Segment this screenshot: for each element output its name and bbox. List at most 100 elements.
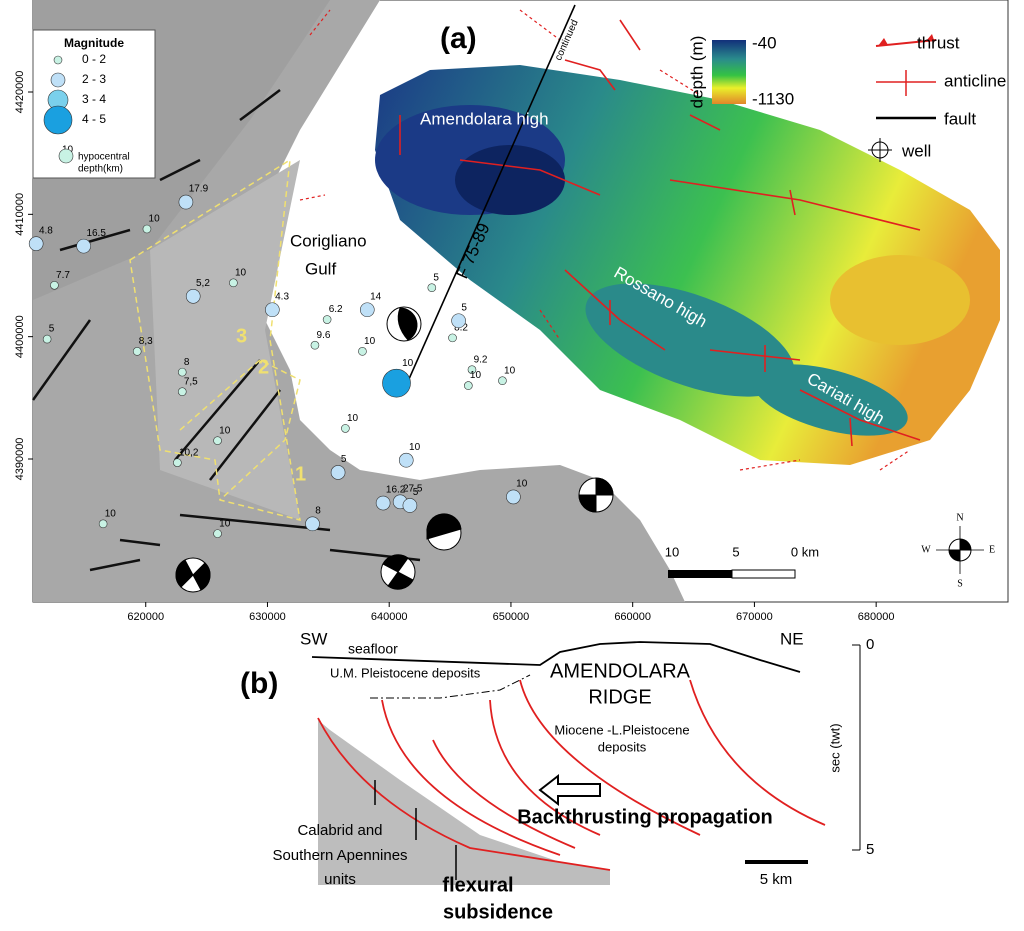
hypocentral-depth: 10 (402, 358, 414, 369)
zones (129, 158, 301, 522)
x-tick-label: 620000 (127, 611, 164, 623)
legend-thrust: thrust (917, 33, 960, 52)
earthquake (142, 224, 152, 234)
y-tick-label: 4400000 (14, 315, 26, 358)
hypocentral-depth: 4.8 (39, 225, 53, 236)
hypocentral-depth: 5 (413, 487, 419, 498)
legend-label: 0 - 2 (82, 52, 106, 66)
time-tick-label: 5 (866, 841, 874, 858)
earthquake (213, 529, 222, 538)
process-label: flexural (442, 874, 513, 896)
scale-label: 5 km (760, 871, 793, 888)
legend-label: 3 - 4 (82, 92, 106, 106)
hypocentral-depth: 10 (149, 214, 161, 225)
basement (318, 720, 610, 885)
legend-anticline: anticline (944, 71, 1006, 90)
legend-fault: fault (944, 109, 976, 128)
earthquake (398, 452, 414, 468)
ridge-label: AMENDOLARA (550, 660, 691, 682)
hypocentral-depth: 17.9 (189, 184, 209, 195)
earthquake (178, 194, 194, 210)
earthquake (498, 376, 507, 385)
scale-label: 10 (665, 544, 679, 559)
earthquake (341, 424, 350, 433)
depth-low (752, 364, 908, 436)
subsidence-arrows (374, 780, 457, 880)
color-bar-label: -40 (752, 33, 777, 52)
unit-label: U.M. Pleistocene deposits (330, 665, 481, 680)
y-tick-label: 4410000 (14, 193, 26, 236)
unit-label: deposits (598, 739, 647, 754)
scale-bar (731, 569, 796, 579)
panel-label: (a) (440, 22, 477, 55)
earthquake (28, 236, 44, 251)
hypocentral-depth: 9.2 (474, 354, 488, 365)
hypocentral-depth: 8.2 (454, 323, 468, 334)
panel-label: (b) (240, 667, 278, 700)
zone-label: 1 (295, 463, 306, 485)
y-tick-label: 4390000 (14, 438, 26, 481)
hypocentral-depth: 7,5 (184, 376, 198, 387)
hypocentral-depth: 9.6 (317, 330, 331, 341)
earthquake (310, 340, 320, 350)
earthquake (173, 458, 182, 467)
hypocentral-depth: 10 (364, 336, 376, 347)
legend-label: 2 - 3 (82, 72, 106, 86)
hypocentral-depth: 16.2 (386, 485, 406, 496)
earthquake (358, 347, 367, 356)
scale-bar (668, 570, 732, 578)
earthquake (448, 333, 457, 343)
earthquake (50, 280, 59, 290)
x-tick-label: 670000 (736, 611, 773, 623)
unit-label: Calabrid and (297, 822, 382, 839)
seafloor-label: seafloor (348, 641, 398, 657)
hypocentral-depth: 7.7 (56, 270, 70, 281)
legend-depth-caption: depth(km) (78, 164, 123, 175)
hypocentral-depth: 5 (461, 302, 467, 313)
symbol-legend (868, 34, 937, 162)
hypocentral-depth: 4.3 (275, 291, 289, 302)
zone-label: 3 (236, 325, 247, 347)
legend-marker (43, 105, 73, 135)
hypocentral-depth: 10 (470, 370, 482, 381)
process-label: subsidence (443, 901, 553, 923)
unit-label: Miocene -L.Pleistocene (554, 722, 689, 737)
y-tick-label: 4420000 (14, 71, 26, 114)
hypocentral-depth: 10 (219, 425, 231, 436)
x-tick-label: 650000 (493, 611, 530, 623)
time-tick-label: 0 (866, 636, 874, 653)
unit-label: units (324, 871, 356, 888)
zone-label: 2 (258, 356, 269, 378)
earthquake (177, 367, 187, 377)
hypocentral-depth: 10 (235, 267, 247, 278)
backthrusts (317, 679, 826, 871)
hypocentral-depth: 10 (105, 508, 117, 519)
legend-marker (53, 55, 63, 65)
earthquake (132, 347, 142, 356)
x-tick-label: 640000 (371, 611, 408, 623)
hypocentral-depth: 10 (347, 413, 359, 424)
compass-label: S (957, 578, 963, 589)
x-tick-label: 660000 (614, 611, 651, 623)
map: 1 2 3 F 75-89 continued Corigliano Gulf … (31, 0, 1009, 603)
thrusts (564, 19, 721, 131)
hypocentral-depth: 5 (49, 324, 55, 335)
horizon (370, 674, 531, 699)
hypocentral-depth: 5 (341, 454, 347, 465)
earthquake (305, 516, 320, 532)
legend-sample (58, 148, 74, 164)
legend-marker (50, 72, 66, 88)
high-label: Amendolara high (420, 109, 549, 128)
hypocentral-depth: 10 (504, 365, 516, 376)
earthquake (427, 283, 437, 293)
seismic-profile (404, 4, 576, 389)
legend-depth-caption: hypocentral (78, 152, 130, 163)
gulf-label: Gulf (305, 259, 336, 278)
process-label: Backthrusting propagation (517, 806, 773, 828)
propagation-arrow (538, 773, 601, 807)
direction-label: SW (300, 629, 327, 648)
compass-label: E (989, 544, 995, 555)
hypocentral-depth: 10 (219, 518, 231, 529)
scale-label: 5 (732, 544, 739, 559)
